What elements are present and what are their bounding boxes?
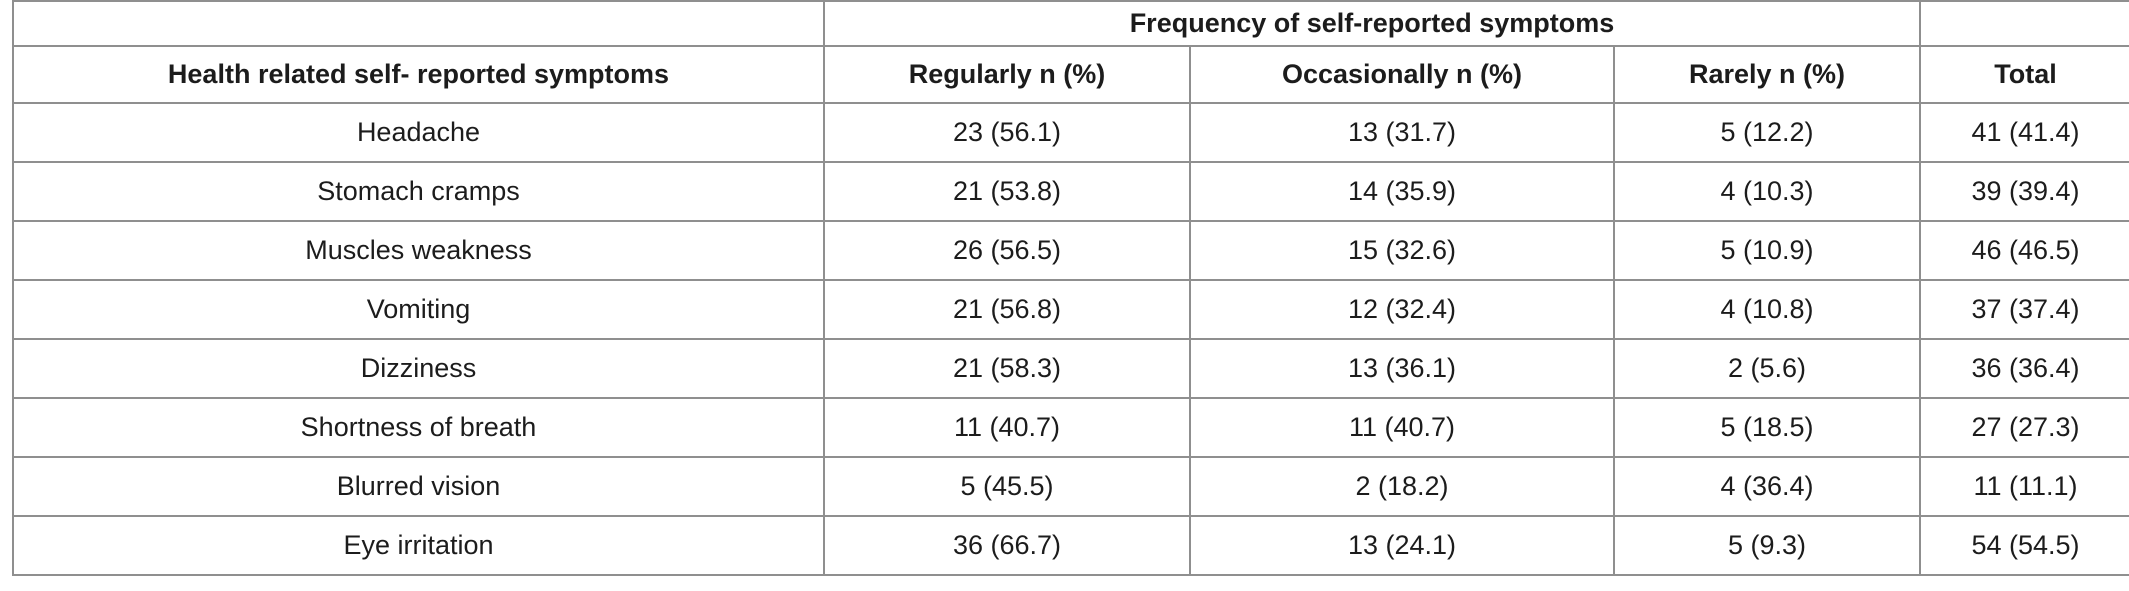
cell-occasionally: 13 (31.7): [1189, 102, 1615, 163]
cell-regularly: 21 (53.8): [823, 161, 1191, 222]
cell-symptom: Muscles weakness: [12, 220, 825, 281]
cell-rarely: 4 (10.8): [1613, 279, 1921, 340]
cell-occasionally: 2 (18.2): [1189, 456, 1615, 517]
cell-symptom: Dizziness: [12, 338, 825, 399]
cell-total: 27 (27.3): [1919, 397, 2129, 458]
cell-total: 54 (54.5): [1919, 515, 2129, 576]
column-header-regularly: Regularly n (%): [823, 45, 1191, 104]
cell-total: 37 (37.4): [1919, 279, 2129, 340]
cell-rarely: 2 (5.6): [1613, 338, 1921, 399]
cell-rarely: 5 (10.9): [1613, 220, 1921, 281]
column-header-symptom: Health related self- reported symptoms: [12, 45, 825, 104]
symptoms-frequency-table: Frequency of self-reported symptoms Heal…: [12, 0, 2129, 576]
table-row: Shortness of breath 11 (40.7) 11 (40.7) …: [12, 397, 2129, 458]
cell-occasionally: 12 (32.4): [1189, 279, 1615, 340]
cell-total: 39 (39.4): [1919, 161, 2129, 222]
cell-symptom: Headache: [12, 102, 825, 163]
column-header-occasionally: Occasionally n (%): [1189, 45, 1615, 104]
table-row: Headache 23 (56.1) 13 (31.7) 5 (12.2) 41…: [12, 102, 2129, 163]
cell-occasionally: 14 (35.9): [1189, 161, 1615, 222]
cell-regularly: 21 (56.8): [823, 279, 1191, 340]
table-row: Stomach cramps 21 (53.8) 14 (35.9) 4 (10…: [12, 161, 2129, 222]
column-header-rarely: Rarely n (%): [1613, 45, 1921, 104]
table-row: Dizziness 21 (58.3) 13 (36.1) 2 (5.6) 36…: [12, 338, 2129, 399]
frequency-span-header: Frequency of self-reported symptoms: [823, 0, 1921, 47]
cell-regularly: 5 (45.5): [823, 456, 1191, 517]
table-row: Blurred vision 5 (45.5) 2 (18.2) 4 (36.4…: [12, 456, 2129, 517]
cell-symptom: Stomach cramps: [12, 161, 825, 222]
table-row: Vomiting 21 (56.8) 12 (32.4) 4 (10.8) 37…: [12, 279, 2129, 340]
cell-rarely: 4 (10.3): [1613, 161, 1921, 222]
cell-symptom: Vomiting: [12, 279, 825, 340]
column-header-total: Total: [1919, 45, 2129, 104]
table-row: Eye irritation 36 (66.7) 13 (24.1) 5 (9.…: [12, 515, 2129, 576]
cell-occasionally: 13 (24.1): [1189, 515, 1615, 576]
cell-rarely: 5 (12.2): [1613, 102, 1921, 163]
cell-total: 46 (46.5): [1919, 220, 2129, 281]
cell-regularly: 23 (56.1): [823, 102, 1191, 163]
cell-regularly: 11 (40.7): [823, 397, 1191, 458]
cell-symptom: Blurred vision: [12, 456, 825, 517]
cell-total: 36 (36.4): [1919, 338, 2129, 399]
cell-symptom: Eye irritation: [12, 515, 825, 576]
empty-top-right-cell: [1919, 0, 2129, 47]
cell-total: 11 (11.1): [1919, 456, 2129, 517]
cell-total: 41 (41.4): [1919, 102, 2129, 163]
cell-occasionally: 11 (40.7): [1189, 397, 1615, 458]
cell-rarely: 4 (36.4): [1613, 456, 1921, 517]
column-header-row: Health related self- reported symptoms R…: [12, 45, 2129, 104]
cell-regularly: 36 (66.7): [823, 515, 1191, 576]
cell-regularly: 21 (58.3): [823, 338, 1191, 399]
cell-rarely: 5 (9.3): [1613, 515, 1921, 576]
cell-rarely: 5 (18.5): [1613, 397, 1921, 458]
cell-symptom: Shortness of breath: [12, 397, 825, 458]
cell-regularly: 26 (56.5): [823, 220, 1191, 281]
cell-occasionally: 13 (36.1): [1189, 338, 1615, 399]
empty-top-left-cell: [12, 0, 825, 47]
cell-occasionally: 15 (32.6): [1189, 220, 1615, 281]
span-header-row: Frequency of self-reported symptoms: [12, 0, 2129, 47]
table-row: Muscles weakness 26 (56.5) 15 (32.6) 5 (…: [12, 220, 2129, 281]
